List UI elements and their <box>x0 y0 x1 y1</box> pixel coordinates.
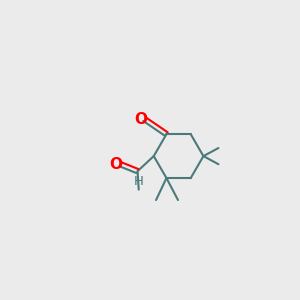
Text: H: H <box>134 176 144 188</box>
Text: O: O <box>134 112 147 127</box>
Text: O: O <box>110 157 123 172</box>
